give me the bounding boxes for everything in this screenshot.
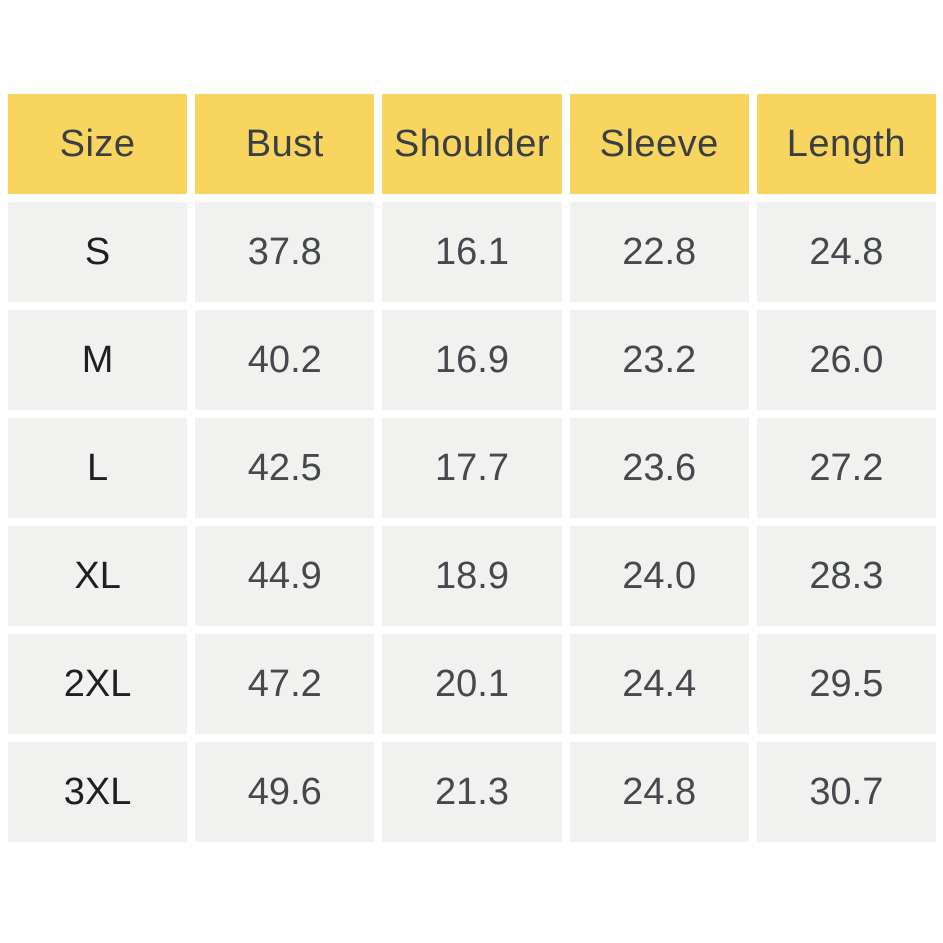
- table-cell-length: 26.0: [756, 310, 936, 410]
- table-cell-sleeve: 24.0: [569, 526, 749, 626]
- table-cell-shoulder: 20.1: [382, 634, 562, 734]
- table-cell-bust: 42.5: [195, 418, 375, 518]
- table-cell-size: S: [8, 202, 188, 302]
- table-cell-bust: 47.2: [195, 634, 375, 734]
- table-cell-shoulder: 21.3: [382, 742, 562, 842]
- column-header-sleeve: Sleeve: [569, 94, 749, 194]
- table-cell-length: 27.2: [756, 418, 936, 518]
- table-cell-sleeve: 24.8: [569, 742, 749, 842]
- table-cell-size: L: [8, 418, 188, 518]
- table-cell-sleeve: 23.6: [569, 418, 749, 518]
- table-cell-size: 3XL: [8, 742, 188, 842]
- table-cell-sleeve: 22.8: [569, 202, 749, 302]
- table-cell-bust: 37.8: [195, 202, 375, 302]
- table-cell-length: 29.5: [756, 634, 936, 734]
- table-cell-size: XL: [8, 526, 188, 626]
- table-cell-bust: 44.9: [195, 526, 375, 626]
- column-header-bust: Bust: [195, 94, 375, 194]
- table-cell-length: 28.3: [756, 526, 936, 626]
- size-chart-table: Size Bust Shoulder Sleeve Length S 37.8 …: [8, 94, 936, 842]
- table-cell-shoulder: 17.7: [382, 418, 562, 518]
- table-cell-length: 24.8: [756, 202, 936, 302]
- table-cell-length: 30.7: [756, 742, 936, 842]
- table-cell-size: M: [8, 310, 188, 410]
- table-cell-sleeve: 23.2: [569, 310, 749, 410]
- table-cell-size: 2XL: [8, 634, 188, 734]
- column-header-size: Size: [8, 94, 188, 194]
- column-header-shoulder: Shoulder: [382, 94, 562, 194]
- table-cell-shoulder: 18.9: [382, 526, 562, 626]
- table-cell-shoulder: 16.9: [382, 310, 562, 410]
- table-cell-sleeve: 24.4: [569, 634, 749, 734]
- table-cell-shoulder: 16.1: [382, 202, 562, 302]
- column-header-length: Length: [756, 94, 936, 194]
- table-cell-bust: 49.6: [195, 742, 375, 842]
- table-cell-bust: 40.2: [195, 310, 375, 410]
